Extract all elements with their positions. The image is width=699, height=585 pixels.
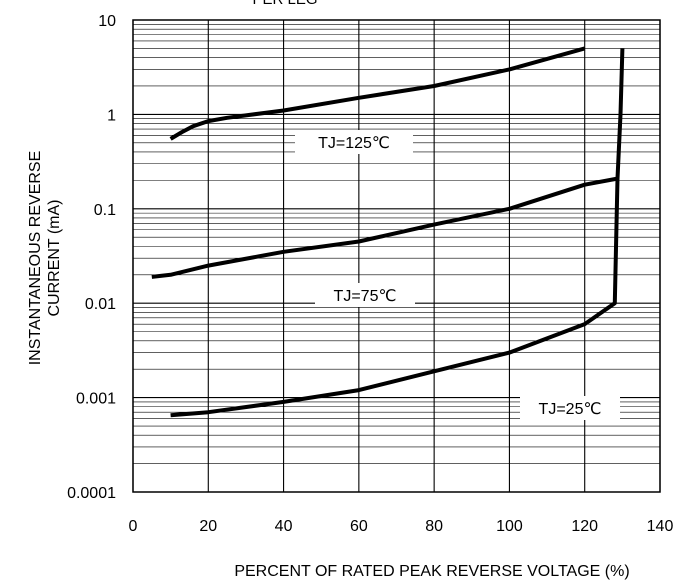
series-label: TJ=75℃ bbox=[334, 288, 397, 305]
series-label: TJ=125℃ bbox=[318, 135, 390, 152]
y-tick-label: 0.01 bbox=[85, 296, 116, 313]
x-tick-label: 0 bbox=[129, 518, 138, 535]
y-tick-label: 0.0001 bbox=[67, 485, 116, 502]
series-label-bg bbox=[295, 130, 413, 154]
y-tick-label: 0.1 bbox=[94, 202, 116, 219]
x-tick-label: 40 bbox=[275, 518, 293, 535]
y-axis-label-line1: INSTANTANEOUS REVERSE bbox=[27, 151, 44, 366]
y-tick-label: 0.001 bbox=[76, 391, 116, 408]
x-tick-label: 60 bbox=[350, 518, 368, 535]
series-line-2 bbox=[151, 176, 619, 279]
series-line-3 bbox=[170, 48, 625, 418]
y-axis-label-line2: CURRENT (mA) bbox=[46, 199, 63, 316]
plot-frame bbox=[132, 19, 661, 493]
series-labels: TJ=125℃ TJ=75℃ TJ=25℃ bbox=[295, 130, 620, 420]
x-axis-ticks: 0 20 40 60 80 100 120 140 bbox=[129, 518, 674, 535]
series-label: TJ=25℃ bbox=[539, 401, 602, 418]
series-label-bg bbox=[520, 396, 620, 420]
series-label-bg bbox=[315, 283, 415, 307]
series-group bbox=[151, 46, 625, 418]
x-tick-label: 100 bbox=[496, 518, 523, 535]
x-tick-label: 20 bbox=[199, 518, 217, 535]
x-tick-label: 140 bbox=[647, 518, 674, 535]
x-axis-label: PERCENT OF RATED PEAK REVERSE VOLTAGE (%… bbox=[234, 563, 629, 580]
y-tick-label: 10 bbox=[98, 13, 116, 30]
y-tick-label: 1 bbox=[107, 107, 116, 124]
x-tick-label: 80 bbox=[425, 518, 443, 535]
series-line-1 bbox=[169, 46, 586, 141]
y-axis-ticks: 10 1 0.1 0.01 0.001 0.0001 bbox=[67, 13, 116, 502]
x-tick-label: 120 bbox=[571, 518, 598, 535]
chart-title: PER LEG bbox=[252, 0, 317, 8]
